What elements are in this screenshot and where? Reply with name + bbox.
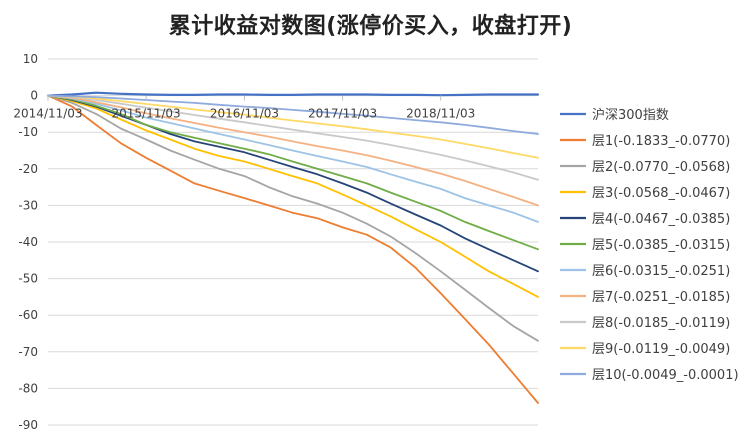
series-line-5 (47, 94, 539, 251)
legend-label: 层5(-0.0385_-0.0315) (592, 238, 730, 253)
x-tick-label: 2014/11/03 (13, 107, 82, 121)
y-tick-label: -10 (18, 125, 38, 139)
series-lines (46, 91, 540, 404)
x-tick-label: 2016/11/03 (210, 107, 279, 121)
y-tick-label: 10 (23, 52, 38, 66)
legend-label: 层3(-0.0568_-0.0467) (592, 186, 730, 201)
series-line-2 (47, 94, 539, 342)
y-tick-label: -30 (18, 198, 38, 212)
y-tick-label: 0 (30, 89, 38, 103)
y-axis-ticks: 10 0 -10 -20 -30 -40 -50 -60 -70 -80 -90 (18, 52, 38, 432)
x-tick-label: 2015/11/03 (112, 107, 181, 121)
x-tick-label: 2017/11/03 (308, 107, 377, 121)
legend-label: 层2(-0.0770_-0.0568) (592, 160, 730, 175)
chart-title: 累计收益对数图(涨停价买入，收盘打开) (168, 14, 573, 39)
y-tick-label: -90 (18, 418, 38, 432)
series-line-0 (46, 91, 540, 97)
series-line-6 (47, 94, 539, 223)
y-tick-label: -20 (18, 162, 38, 176)
legend-label: 层7(-0.0251_-0.0185) (592, 290, 730, 305)
legend-label: 层6(-0.0315_-0.0251) (592, 264, 730, 279)
legend-label: 沪深300指数 (592, 107, 669, 123)
series-line-7 (47, 94, 539, 207)
y-tick-label: -80 (18, 381, 38, 395)
y-tick-label: -40 (18, 235, 38, 249)
y-tick-label: -50 (18, 272, 38, 286)
y-tick-label: -70 (18, 345, 38, 359)
x-tick-label: 2018/11/03 (406, 107, 475, 121)
legend-label: 层1(-0.1833_-0.0770) (592, 134, 730, 149)
x-axis-ticks: 2014/11/03 2015/11/03 2016/11/03 2017/11/03… (13, 95, 475, 121)
legend-label: 层8(-0.0185_-0.0119) (592, 316, 730, 331)
series-line-10 (47, 94, 539, 135)
series-line-9 (47, 94, 539, 159)
legend-label: 层9(-0.0119_-0.0049) (592, 342, 730, 357)
series-line-1 (47, 94, 539, 404)
series-line-8 (47, 94, 539, 181)
y-tick-label: -60 (18, 308, 38, 322)
legend-label: 层10(-0.0049_-0.0001) (592, 368, 739, 383)
series-line-3 (47, 94, 539, 298)
series-line-4 (47, 94, 539, 273)
legend-label: 层4(-0.0467_-0.0385) (592, 212, 730, 227)
